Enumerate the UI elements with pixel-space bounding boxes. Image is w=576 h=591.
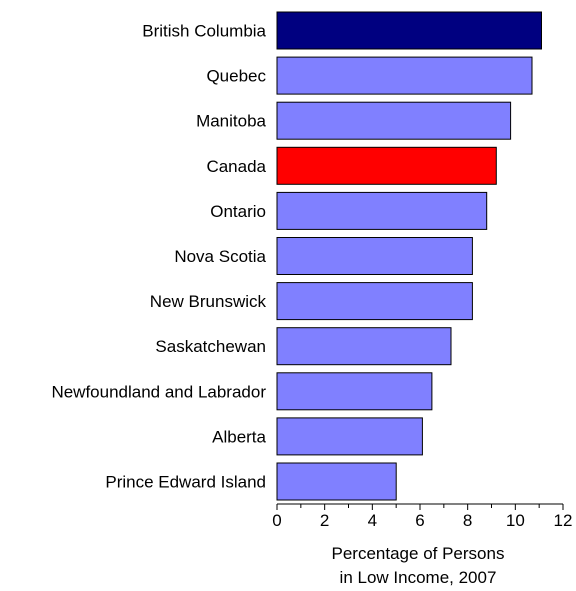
bar-nova-scotia <box>276 237 473 275</box>
category-label: Quebec <box>206 67 266 86</box>
bar-manitoba <box>276 101 512 140</box>
bar-canada <box>276 146 497 185</box>
x-tick-label: 2 <box>320 511 329 530</box>
bar-ontario <box>276 191 488 230</box>
category-label: Prince Edward Island <box>105 473 266 492</box>
bar-prince-edward-island <box>276 462 397 501</box>
x-tick-label: 6 <box>415 511 424 530</box>
x-tick-label: 4 <box>368 511 377 530</box>
x-tick-label: 10 <box>506 511 525 530</box>
x-axis-title-line-2: in Low Income, 2007 <box>340 568 497 587</box>
bar-british-columbia <box>276 11 542 50</box>
x-axis-title-line-1: Percentage of Persons <box>332 544 505 563</box>
x-tick-label: 0 <box>272 511 281 530</box>
x-tick-label: 12 <box>554 511 573 530</box>
bar-newfoundland-and-labrador <box>276 372 433 411</box>
category-label: Nova Scotia <box>174 247 266 266</box>
category-labels: British Columbia Quebec Manitoba Canada Onta… <box>51 22 266 492</box>
category-label: Alberta <box>212 427 266 446</box>
bar-new-brunswick <box>276 282 473 321</box>
bar-alberta <box>276 417 423 456</box>
bar-quebec <box>276 56 533 95</box>
category-label: Canada <box>206 157 266 176</box>
category-label: Ontario <box>210 202 266 221</box>
x-tick-label: 8 <box>463 511 472 530</box>
category-label: British Columbia <box>142 22 266 41</box>
bars <box>276 11 542 501</box>
category-label: Saskatchewan <box>155 337 266 356</box>
x-axis: 0 2 4 6 8 10 12 <box>272 503 573 530</box>
category-label: New Brunswick <box>150 292 267 311</box>
category-label: Newfoundland and Labrador <box>51 382 266 401</box>
category-label: Manitoba <box>196 112 266 131</box>
bar-saskatchewan <box>276 327 452 366</box>
